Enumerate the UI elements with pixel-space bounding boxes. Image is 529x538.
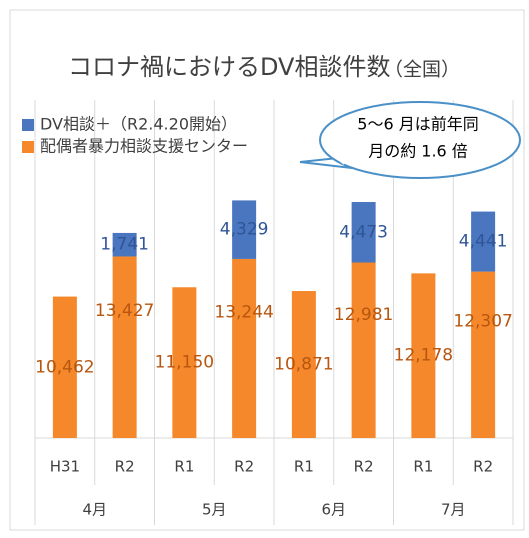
callout-text: 月の約 1.6 倍: [368, 142, 468, 161]
x-tick-label: R1: [413, 458, 433, 476]
bar-segment: [232, 200, 257, 259]
bar-segment: [351, 202, 376, 263]
bar-segment: [471, 271, 496, 438]
bar-segment: [172, 287, 197, 438]
bar-segment: [52, 296, 77, 438]
bar-segment: [411, 273, 436, 438]
x-tick-label: R2: [473, 458, 493, 476]
data-label: 12,981: [334, 305, 393, 325]
group-label: 5月: [202, 501, 227, 519]
data-label: 13,427: [95, 301, 154, 321]
chart-frame: [9, 9, 525, 531]
group-label: 6月: [321, 501, 346, 519]
data-label: 10,462: [35, 357, 94, 377]
legend-label: DV相談＋（R2.4.20開始）: [40, 115, 237, 134]
data-label: 12,307: [453, 312, 512, 332]
callout-text: 5～6 月は前年同: [357, 115, 478, 134]
legend-swatch: [22, 141, 34, 153]
bar-segment: [471, 211, 496, 272]
bar-segment: [291, 291, 316, 438]
legend-swatch: [22, 119, 34, 131]
bar-segment: [232, 258, 257, 438]
data-label: 11,150: [155, 353, 214, 373]
group-label: 4月: [82, 501, 107, 519]
x-tick-label: H31: [50, 458, 80, 476]
x-tick-label: R1: [294, 458, 314, 476]
data-label: 4,473: [339, 222, 388, 242]
x-tick-label: R2: [354, 458, 374, 476]
group-label: 7月: [441, 501, 466, 519]
legend-label: 配偶者暴力相談支援センター: [40, 137, 248, 156]
chart-subtitle: （全国）: [384, 59, 460, 81]
data-label: 4,441: [459, 232, 508, 252]
data-label: 10,871: [274, 355, 333, 375]
data-label: 4,329: [220, 220, 269, 240]
bar-segment: [112, 256, 137, 438]
callout-join: [335, 155, 347, 165]
data-label: 12,178: [394, 346, 453, 366]
callout: [319, 101, 521, 179]
x-tick-label: R2: [115, 458, 135, 476]
x-tick-label: R2: [234, 458, 254, 476]
data-label: 13,244: [214, 303, 273, 323]
chart-title: コロナ禍におけるDV相談件数: [68, 53, 390, 81]
bar-segment: [351, 262, 376, 438]
bar-segment: [112, 232, 137, 257]
data-label: 1,741: [100, 235, 149, 255]
x-tick-label: R1: [174, 458, 194, 476]
